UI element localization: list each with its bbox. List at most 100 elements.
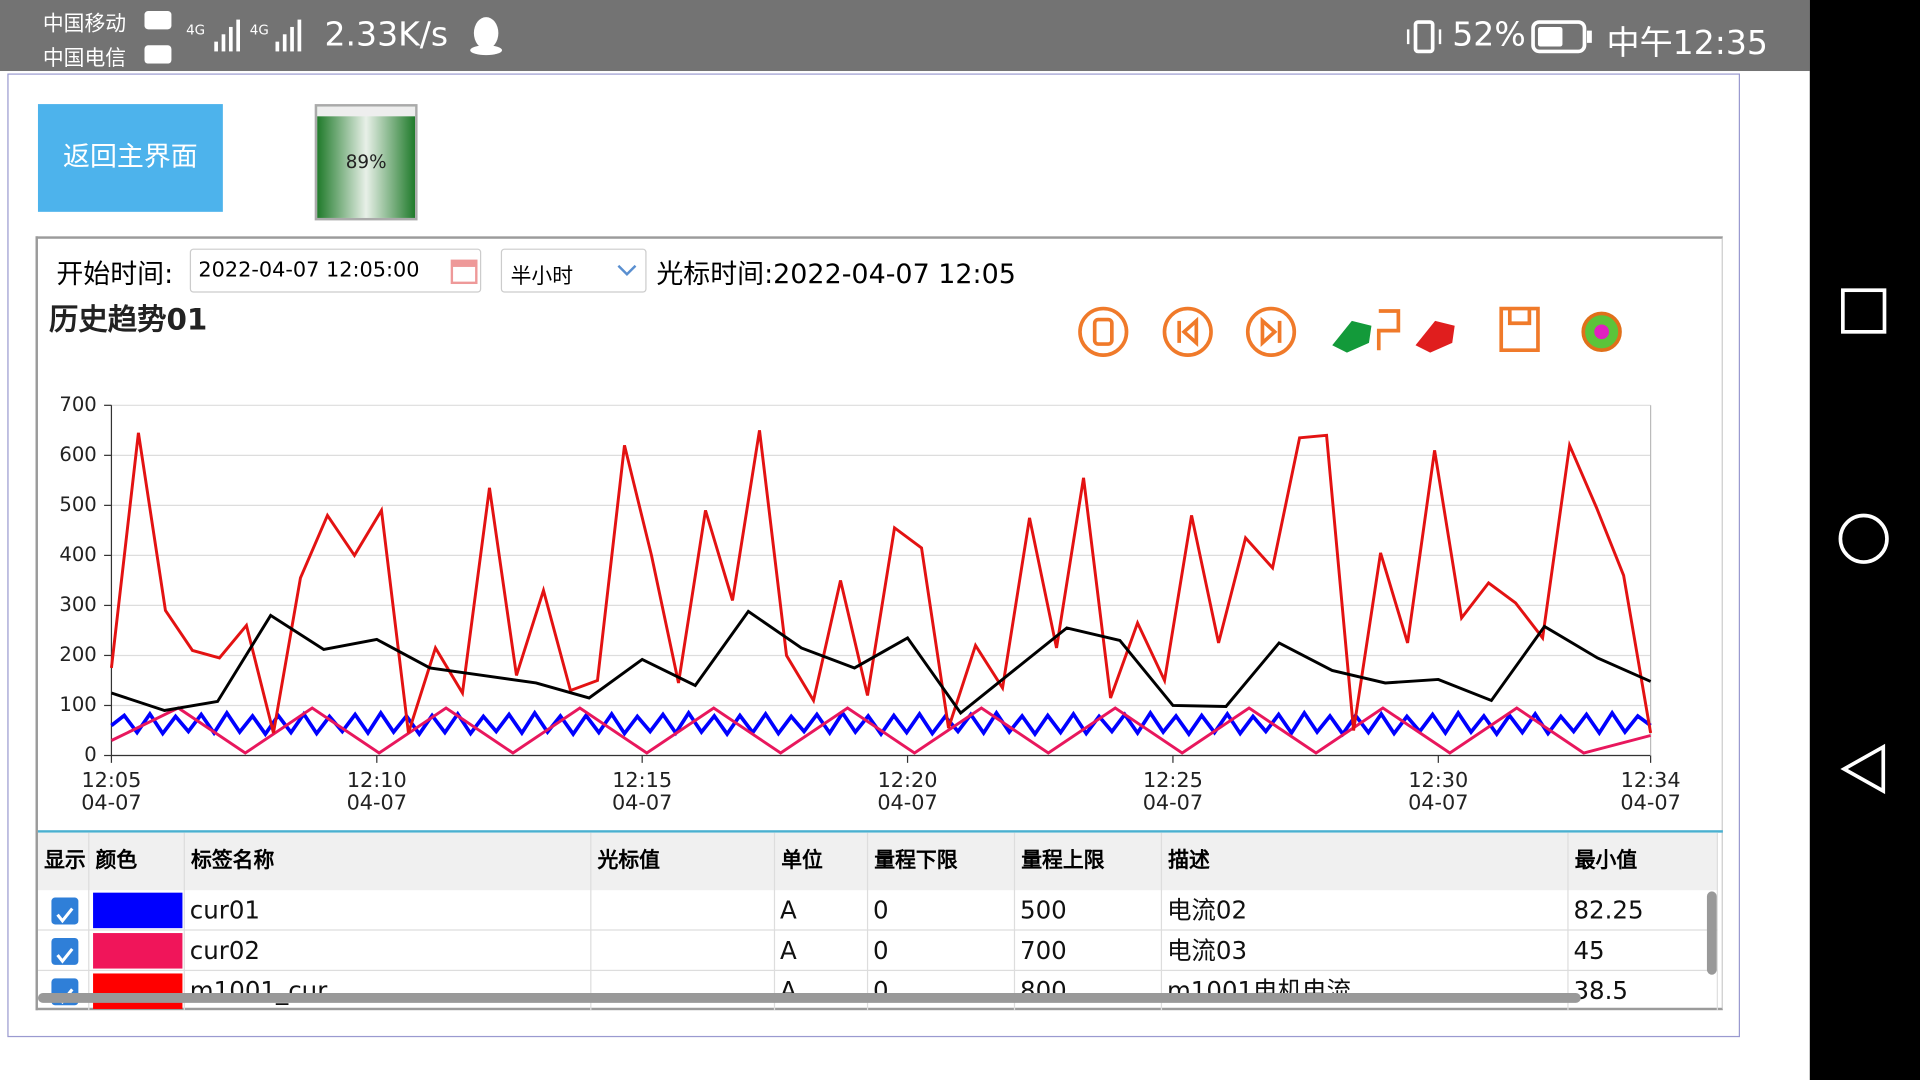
table-cell: A	[780, 975, 797, 1006]
battery-icon	[1531, 20, 1592, 54]
y-tick-label: 100	[59, 693, 96, 716]
signal-icons: 4G 4G	[144, 11, 302, 64]
x-tick-label: 12:10	[347, 768, 407, 792]
table-cell: 电流02	[1166, 895, 1248, 925]
header-cell: 颜色	[95, 848, 138, 874]
nav-icons	[1838, 288, 1889, 795]
y-tick-label: 500	[59, 493, 96, 516]
table-cell: A	[780, 935, 797, 965]
start-time-input[interactable]: 2022-04-07 12:05:00	[189, 248, 482, 293]
home-button[interactable]	[1838, 513, 1889, 564]
row-divider	[37, 969, 1718, 972]
x-tick-label: 04-07	[347, 790, 407, 814]
carrier: 中国移动	[42, 12, 127, 37]
h-scrollbar[interactable]	[37, 993, 1581, 1003]
start-label: 开始时间:	[56, 259, 174, 291]
row-color	[93, 933, 183, 969]
y-tick-label: 700	[59, 393, 96, 416]
y-tick-label: 200	[59, 643, 96, 666]
qq-icon	[470, 17, 503, 56]
next-button[interactable]	[1245, 306, 1297, 357]
y-tick-label: 600	[59, 443, 96, 466]
refresh-button[interactable]	[1078, 306, 1129, 357]
add-tag-button[interactable]	[1376, 306, 1540, 353]
battery-text: 52%	[1452, 15, 1526, 54]
tag-table: 显示 颜色 标签名称 光标值 单位 量程下限 量程上限 描述 最小值 cur01 A 0 500 电流02…	[37, 832, 1718, 1011]
x-tick-label: 12:34	[1621, 768, 1681, 792]
x-tick-label: 04-07	[1143, 790, 1203, 814]
x-tick-label: 12:30	[1408, 768, 1468, 792]
range-text: 半小时	[510, 264, 574, 289]
header-bg	[37, 832, 1718, 891]
table-cell: 500	[1020, 895, 1067, 925]
series-line	[110, 709, 1652, 738]
table-cell: A	[780, 895, 797, 925]
x-tick-label: 04-07	[81, 790, 141, 814]
table-cell: 38.5	[1573, 975, 1628, 1006]
table-cell: 0	[873, 895, 889, 925]
prev-button[interactable]	[1162, 306, 1213, 357]
back-button[interactable]	[1840, 743, 1886, 795]
chart-toolbar	[1078, 306, 1622, 357]
clock: 中午12:35	[1606, 24, 1768, 63]
header-cell: 最小值	[1574, 848, 1638, 874]
table-cell: 0	[873, 935, 889, 965]
recent-button[interactable]	[1841, 288, 1887, 334]
col-divider	[1013, 832, 1016, 1011]
header-cell: 量程下限	[874, 848, 958, 874]
start-time-text: 2022-04-07 12:05:00	[198, 258, 420, 283]
col-divider	[773, 832, 776, 1011]
green-tag-button[interactable]	[1332, 320, 1372, 353]
y-tick-label: 300	[59, 593, 96, 616]
row-color	[93, 892, 183, 929]
table-cell: m1001电机电流	[1166, 975, 1352, 1006]
x-tick-label: 12:20	[878, 768, 938, 792]
table-cell: cur02	[189, 935, 261, 965]
back-main-button[interactable]: 返回主界面	[37, 104, 223, 212]
y-tick-label: 400	[59, 543, 96, 566]
divider	[37, 830, 1723, 833]
col-divider	[590, 832, 592, 1011]
col-divider	[866, 832, 869, 1011]
header-cell: 单位	[781, 848, 823, 874]
x-tick-label: 12:15	[612, 768, 672, 792]
table-cell: 电流03	[1166, 935, 1248, 965]
check-mark	[56, 907, 74, 924]
table-cell: 700	[1020, 935, 1067, 965]
svg-text:4G: 4G	[250, 23, 269, 38]
y-tick-label: 0	[84, 743, 96, 766]
series-line	[109, 430, 1653, 734]
table-cell: 45	[1573, 935, 1605, 965]
row-color	[93, 973, 183, 1009]
table-cell: 800	[1020, 975, 1067, 1006]
header-cell: 量程上限	[1021, 848, 1105, 874]
header-cell: 显示	[44, 848, 86, 874]
table-cell: cur01	[189, 895, 261, 925]
row-divider	[37, 929, 1718, 931]
dropdown-arrow	[617, 264, 637, 277]
check-mark	[56, 948, 74, 964]
chart-frame	[35, 236, 1723, 1011]
header-cell: 标签名称	[191, 848, 275, 874]
v-scrollbar[interactable]	[1706, 891, 1717, 975]
row-checkbox[interactable]	[51, 937, 79, 965]
x-tick-label: 12:05	[81, 768, 141, 792]
x-tick-label: 04-07	[1620, 790, 1680, 814]
carrier: 中国电信	[42, 46, 127, 72]
progress-empty	[317, 106, 416, 117]
row-checkbox[interactable]	[51, 897, 79, 925]
table-cell: m1001_cur	[189, 975, 328, 1006]
nav-bar	[1809, 0, 1920, 1081]
range-select[interactable]: 半小时	[500, 248, 647, 293]
x-tick-label: 04-07	[877, 790, 937, 814]
table-cell: 82.25	[1573, 895, 1644, 925]
x-tick-label: 04-07	[612, 790, 672, 814]
red-tag-button[interactable]	[1415, 320, 1455, 353]
header-cell: 光标值	[597, 848, 661, 874]
chart-title: 历史趋势01	[49, 302, 207, 336]
status-bar: 中国移动 中国电信 4G 4G 2.33K/s 52% 中午12:35	[0, 0, 1810, 72]
col-divider	[88, 832, 90, 1011]
cursor-time: 光标时间:2022-04-07 12:05	[656, 259, 1016, 291]
